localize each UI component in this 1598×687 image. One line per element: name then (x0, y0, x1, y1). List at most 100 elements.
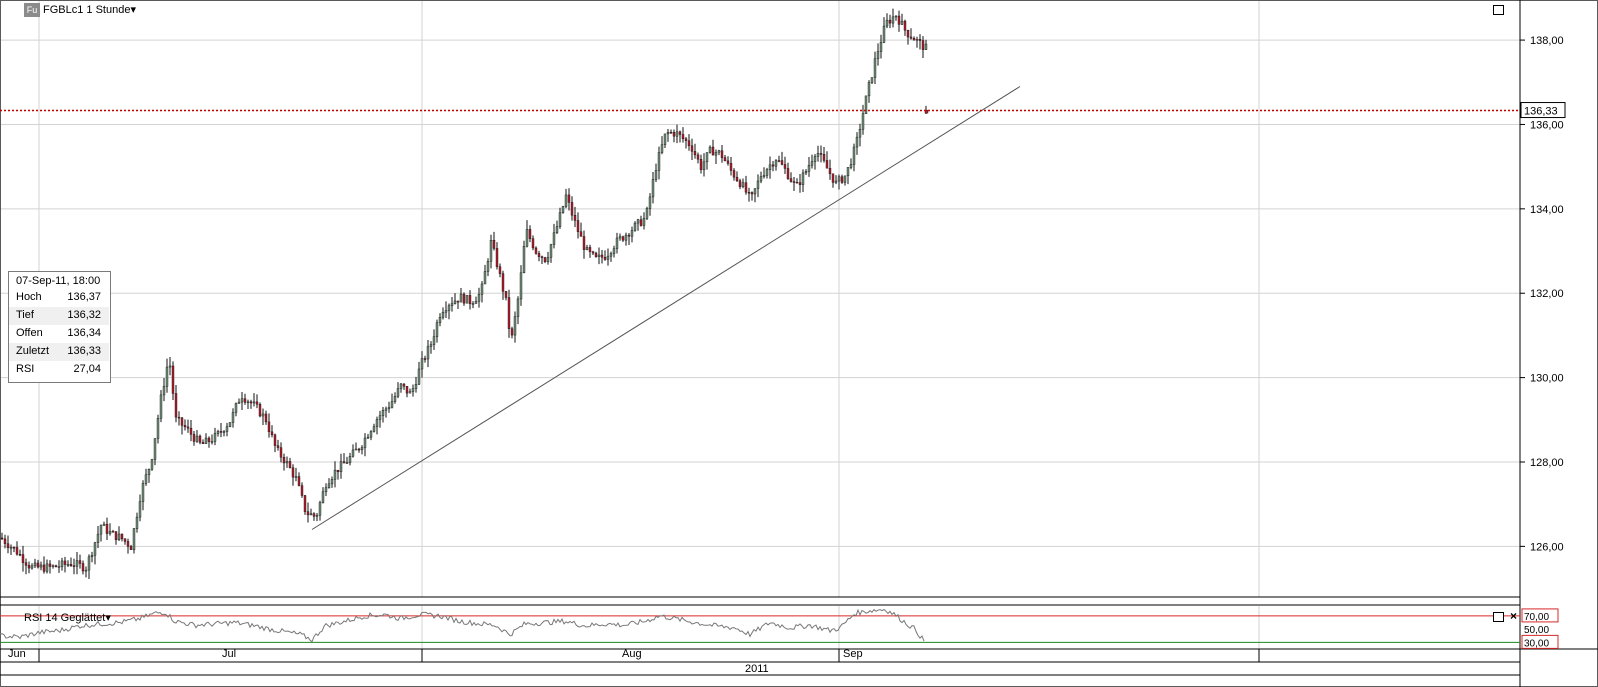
candle-body (309, 513, 313, 516)
candle-body (105, 523, 109, 534)
candle-body (210, 441, 214, 443)
candle-body (477, 294, 481, 302)
candle-body (135, 516, 139, 529)
trend-line (311, 86, 1021, 530)
candle-body (873, 58, 877, 78)
candle-body (366, 436, 370, 439)
candle-body (6, 543, 10, 548)
candle-body (291, 467, 295, 478)
candle-body (492, 239, 496, 249)
candle-body (87, 556, 91, 571)
close-icon[interactable]: × (1510, 609, 1518, 623)
candle-body (312, 513, 316, 517)
candle-body (282, 456, 286, 464)
candle-body (0, 537, 4, 540)
candle-body (123, 538, 127, 542)
candle-body (363, 437, 367, 448)
candle-body (132, 528, 136, 550)
candle-body (876, 51, 880, 59)
candle-body (267, 421, 271, 433)
candle-body (240, 398, 244, 403)
candle-body (687, 140, 691, 146)
candle-body (885, 19, 889, 27)
candle-body (636, 219, 640, 224)
candle-body (669, 131, 673, 134)
candle-body (909, 36, 913, 39)
candle-body (729, 163, 733, 171)
candle-body (558, 212, 562, 227)
candle-body (120, 533, 124, 540)
candle-body (381, 410, 385, 416)
rsi-panel: 70,00 50,00 30,00 (0, 608, 1559, 649)
candle-body (303, 495, 307, 512)
candle-body (924, 43, 928, 50)
candle-body (840, 176, 844, 183)
rsi-level-mid-label: 50,00 (1524, 625, 1549, 636)
candle-body (579, 231, 583, 237)
candle-body (639, 219, 643, 226)
candle-body (462, 293, 466, 304)
candle-body (183, 425, 187, 428)
candle-body (789, 178, 793, 182)
y-tick-label: 128,00 (1530, 457, 1564, 469)
rsi-title-dropdown[interactable]: RSI 14 Geglättet▾ (24, 612, 111, 624)
candle-body (660, 144, 664, 153)
candle-body (66, 564, 70, 566)
info-label: RSI (16, 363, 35, 375)
candle-body (888, 19, 892, 24)
candle-body (756, 180, 760, 189)
future-icon: Fu (24, 3, 40, 17)
candle-body (372, 426, 376, 432)
candle-body (816, 153, 820, 157)
rsi-level-high-label-box (1521, 608, 1559, 623)
candle-body (45, 563, 49, 572)
candle-body (243, 398, 247, 403)
candle-body (918, 39, 922, 41)
candle-body (549, 244, 553, 258)
candle-body (198, 435, 202, 443)
candle-body (387, 407, 391, 410)
candle-body (531, 238, 535, 249)
candle-body (141, 483, 145, 502)
candle-body (780, 160, 784, 165)
info-value: 27,04 (73, 363, 101, 375)
candle-body (228, 422, 232, 427)
candle-body (159, 394, 163, 419)
candle-body (585, 247, 589, 250)
candle-body (600, 254, 604, 258)
candle-body (504, 291, 508, 298)
info-row-hoch: Hoch 136,37 (9, 289, 109, 307)
candle-body (168, 365, 172, 368)
candle-body (36, 562, 40, 568)
candle-body (912, 38, 916, 41)
x-tick-label: Jul (222, 648, 236, 660)
candle-body (273, 434, 277, 446)
candlesticks (0, 8, 929, 579)
candle-body (93, 542, 97, 556)
candle-body (738, 180, 742, 187)
candle-body (129, 546, 133, 550)
candle-body (915, 39, 919, 41)
candle-body (483, 271, 487, 285)
candle-body (108, 531, 112, 534)
candle-body (138, 501, 142, 518)
maximize-icon[interactable] (1493, 5, 1504, 15)
candle-body (567, 194, 571, 203)
gridlines (0, 0, 1520, 649)
info-label: Offen (16, 327, 43, 339)
candle-body (834, 180, 838, 183)
candle-body (405, 385, 409, 394)
candle-body (747, 191, 751, 194)
instrument-title-dropdown[interactable]: FGBLc1 1 Stunde▾ (43, 4, 136, 16)
candle-body (432, 336, 436, 345)
candle-body (417, 368, 421, 385)
rsi-maximize-icon[interactable] (1493, 612, 1504, 622)
candle-body (594, 252, 598, 257)
candle-body (879, 42, 883, 52)
candle-body (444, 310, 448, 313)
candle-body (426, 346, 430, 360)
candle-body (204, 437, 208, 444)
candle-body (21, 554, 25, 563)
candle-body (525, 229, 529, 247)
